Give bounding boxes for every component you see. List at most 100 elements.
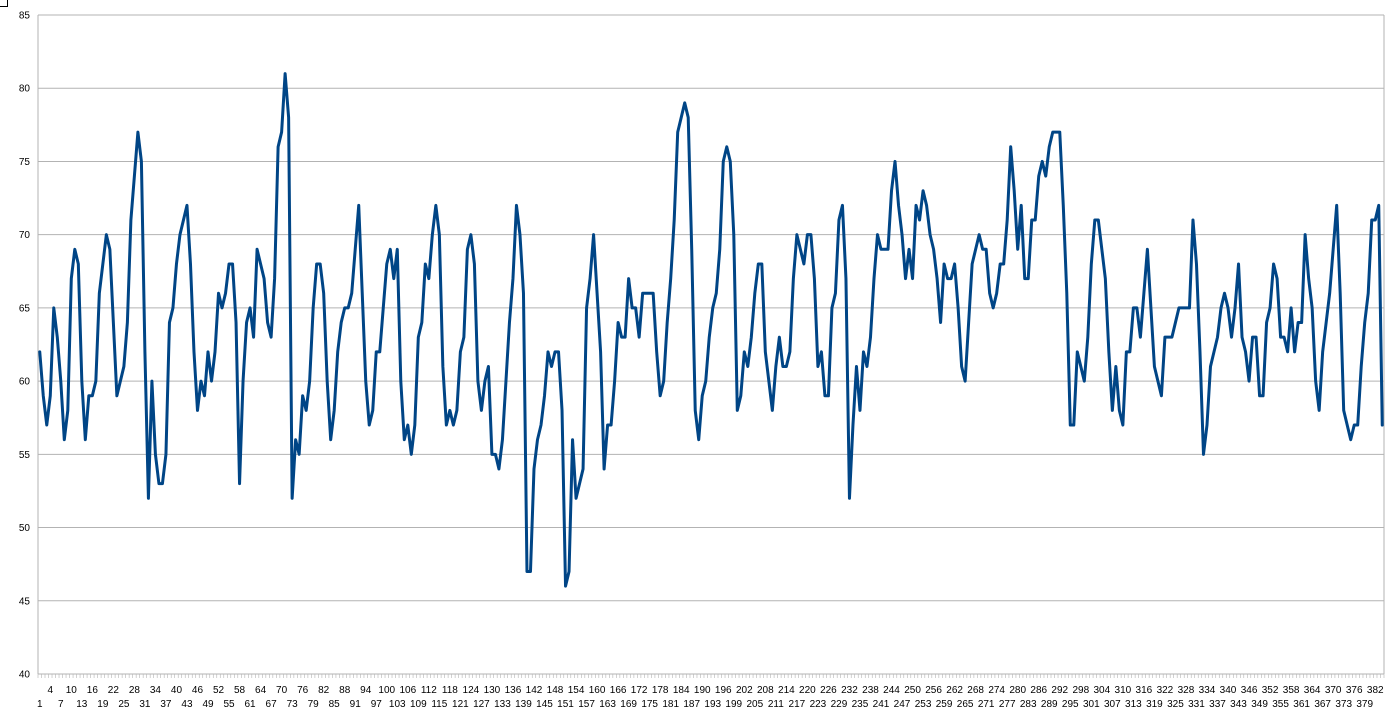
- corner-marker: [0, 0, 8, 7]
- x-tick-label: 7: [58, 699, 64, 710]
- x-tick-label: 274: [988, 685, 1005, 696]
- x-tick-label: 277: [999, 699, 1016, 710]
- y-tick-label: 70: [19, 230, 31, 241]
- x-tick-label: 160: [589, 685, 606, 696]
- x-tick-label: 265: [957, 699, 974, 710]
- x-tick-label: 301: [1083, 699, 1100, 710]
- x-tick-label: 106: [399, 685, 416, 696]
- x-tick-label: 340: [1220, 685, 1237, 696]
- x-axis-tick-labels: 1 7 13 19 25 31 37 43 49 55 61 67 73 79 85 91 97 103 109 11…: [37, 685, 1384, 710]
- x-tick-label: 46: [192, 685, 204, 696]
- x-tick-label: 193: [704, 699, 721, 710]
- x-tick-label: 217: [789, 699, 806, 710]
- x-tick-label: 127: [473, 699, 490, 710]
- x-tick-label: 334: [1199, 685, 1216, 696]
- x-tick-label: 268: [967, 685, 984, 696]
- x-tick-label: 115: [431, 699, 447, 710]
- x-tick-label: 34: [150, 685, 162, 696]
- x-tick-label: 307: [1104, 699, 1121, 710]
- x-tick-label: 187: [683, 699, 700, 710]
- x-tick-label: 166: [610, 685, 627, 696]
- x-tick-label: 4: [47, 685, 53, 696]
- x-tick-label: 247: [894, 699, 911, 710]
- x-tick-label: 121: [452, 699, 469, 710]
- x-tick-label: 133: [494, 699, 511, 710]
- x-tick-label: 163: [599, 699, 616, 710]
- x-tick-label: 304: [1093, 685, 1110, 696]
- x-tick-label: 331: [1188, 699, 1205, 710]
- x-tick-label: 226: [820, 685, 837, 696]
- x-tick-label: 76: [297, 685, 309, 696]
- x-tick-label: 19: [97, 699, 109, 710]
- x-tick-label: 61: [245, 699, 257, 710]
- x-tick-label: 376: [1346, 685, 1363, 696]
- x-tick-label: 70: [276, 685, 288, 696]
- series-line: [38, 72, 1384, 588]
- x-tick-label: 271: [978, 699, 995, 710]
- x-tick-label: 79: [308, 699, 320, 710]
- x-tick-label: 295: [1062, 699, 1079, 710]
- x-tick-label: 343: [1230, 699, 1247, 710]
- x-tick-label: 289: [1041, 699, 1058, 710]
- x-tick-label: 283: [1020, 699, 1037, 710]
- x-tick-label: 373: [1335, 699, 1352, 710]
- x-tick-label: 40: [171, 685, 183, 696]
- x-tick-label: 241: [873, 699, 890, 710]
- y-tick-label: 85: [19, 11, 31, 22]
- x-tick-label: 349: [1251, 699, 1268, 710]
- x-tick-label: 310: [1115, 685, 1132, 696]
- x-tick-label: 88: [339, 685, 351, 696]
- y-tick-label: 50: [19, 523, 31, 534]
- y-tick-label: 45: [19, 596, 31, 607]
- x-tick-label: 352: [1262, 685, 1279, 696]
- y-tick-label: 55: [19, 450, 31, 461]
- x-tick-label: 379: [1356, 699, 1373, 710]
- x-tick-label: 43: [181, 699, 193, 710]
- x-tick-label: 37: [160, 699, 172, 710]
- x-tick-label: 229: [831, 699, 848, 710]
- x-tick-label: 259: [936, 699, 953, 710]
- x-tick-label: 28: [129, 685, 141, 696]
- x-tick-label: 319: [1146, 699, 1163, 710]
- x-tick-label: 232: [841, 685, 858, 696]
- x-tick-label: 112: [421, 685, 437, 696]
- x-tick-label: 58: [234, 685, 246, 696]
- x-tick-label: 190: [694, 685, 711, 696]
- x-tick-label: 199: [725, 699, 742, 710]
- x-tick-label: 67: [266, 699, 278, 710]
- x-tick-label: 172: [631, 685, 648, 696]
- x-tick-label: 286: [1030, 685, 1047, 696]
- x-tick-label: 250: [904, 685, 921, 696]
- y-tick-label: 40: [19, 670, 31, 681]
- x-tick-label: 148: [547, 685, 564, 696]
- x-tick-label: 49: [202, 699, 214, 710]
- y-axis-tick-labels: 40 45 50 55 60 65 70 75 80 85: [19, 11, 31, 681]
- x-tick-label: 313: [1125, 699, 1142, 710]
- x-tick-label: 124: [463, 685, 480, 696]
- y-tick-label: 65: [19, 303, 31, 314]
- axes: [37, 15, 1385, 678]
- x-tick-label: 358: [1283, 685, 1300, 696]
- x-tick-label: 202: [736, 685, 753, 696]
- x-tick-label: 214: [778, 685, 795, 696]
- x-tick-label: 136: [505, 685, 522, 696]
- x-tick-label: 157: [578, 699, 595, 710]
- x-tick-label: 205: [746, 699, 763, 710]
- x-tick-label: 346: [1241, 685, 1258, 696]
- x-tick-label: 361: [1293, 699, 1310, 710]
- x-tick-label: 235: [852, 699, 869, 710]
- x-tick-label: 10: [66, 685, 78, 696]
- x-tick-label: 52: [213, 685, 225, 696]
- x-tick-label: 184: [673, 685, 690, 696]
- x-tick-label: 154: [568, 685, 585, 696]
- x-tick-label: 142: [526, 685, 543, 696]
- x-tick-label: 382: [1367, 685, 1384, 696]
- x-tick-label: 94: [360, 685, 372, 696]
- x-tick-label: 325: [1167, 699, 1184, 710]
- x-tick-label: 223: [810, 699, 827, 710]
- x-tick-label: 85: [329, 699, 341, 710]
- x-tick-label: 238: [862, 685, 879, 696]
- y-tick-label: 75: [19, 157, 31, 168]
- x-tick-label: 82: [318, 685, 330, 696]
- x-tick-label: 100: [378, 685, 395, 696]
